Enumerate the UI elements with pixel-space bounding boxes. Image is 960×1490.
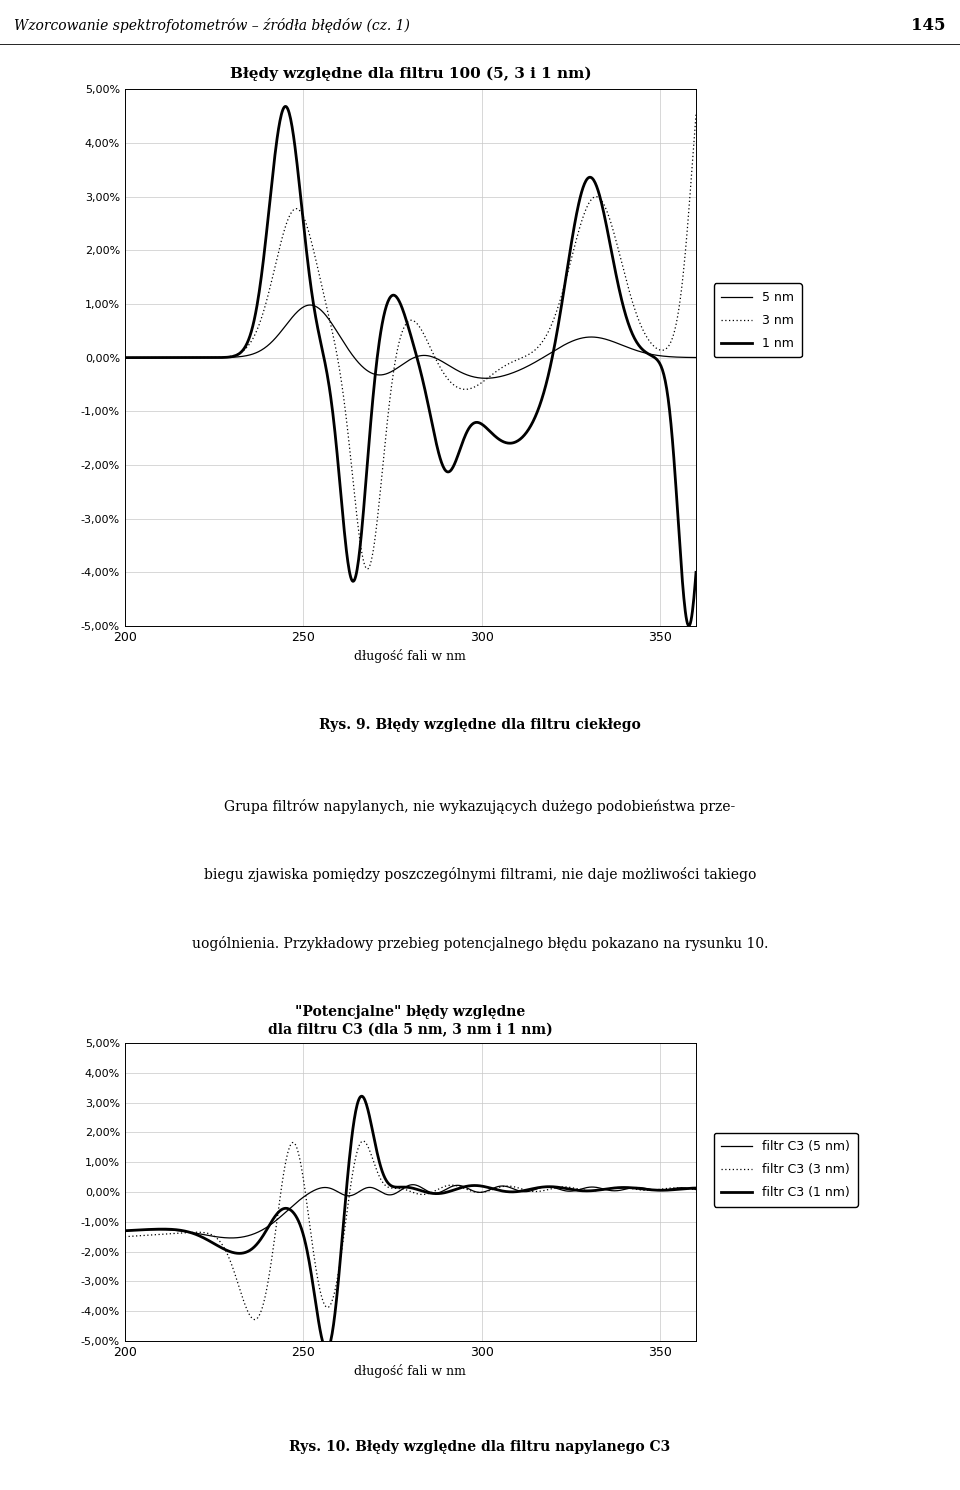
Title: Błędy względne dla filtru 100 (5, 3 i 1 nm): Błędy względne dla filtru 100 (5, 3 i 1 … (229, 67, 591, 82)
Text: uogólnienia. Przykładowy przebieg potencjalnego błędu pokazano na rysunku 10.: uogólnienia. Przykładowy przebieg potenc… (192, 936, 768, 951)
Title: "Potencjalne" błędy względne
dla filtru C3 (dla 5 nm, 3 nm i 1 nm): "Potencjalne" błędy względne dla filtru … (268, 1004, 553, 1037)
Legend: 5 nm, 3 nm, 1 nm: 5 nm, 3 nm, 1 nm (713, 283, 802, 358)
Text: biegu zjawiska pomiędzy poszczególnymi filtrami, nie daje możliwości takiego: biegu zjawiska pomiędzy poszczególnymi f… (204, 867, 756, 882)
Text: Grupa filtrów napylanych, nie wykazujących dużego podobieństwa prze-: Grupa filtrów napylanych, nie wykazujący… (225, 799, 735, 814)
Text: Wzorcowanie spektrofotometrów – źródła błędów (cz. 1): Wzorcowanie spektrofotometrów – źródła b… (14, 18, 410, 33)
X-axis label: długość fali w nm: długość fali w nm (354, 1365, 467, 1378)
X-axis label: długość fali w nm: długość fali w nm (354, 650, 467, 663)
Text: Rys. 10. Błędy względne dla filtru napylanego C3: Rys. 10. Błędy względne dla filtru napyl… (289, 1439, 671, 1454)
Text: 145: 145 (911, 18, 946, 34)
Text: Rys. 9. Błędy względne dla filtru ciekłego: Rys. 9. Błędy względne dla filtru ciekłe… (319, 718, 641, 733)
Legend: filtr C3 (5 nm), filtr C3 (3 nm), filtr C3 (1 nm): filtr C3 (5 nm), filtr C3 (3 nm), filtr … (713, 1132, 858, 1207)
